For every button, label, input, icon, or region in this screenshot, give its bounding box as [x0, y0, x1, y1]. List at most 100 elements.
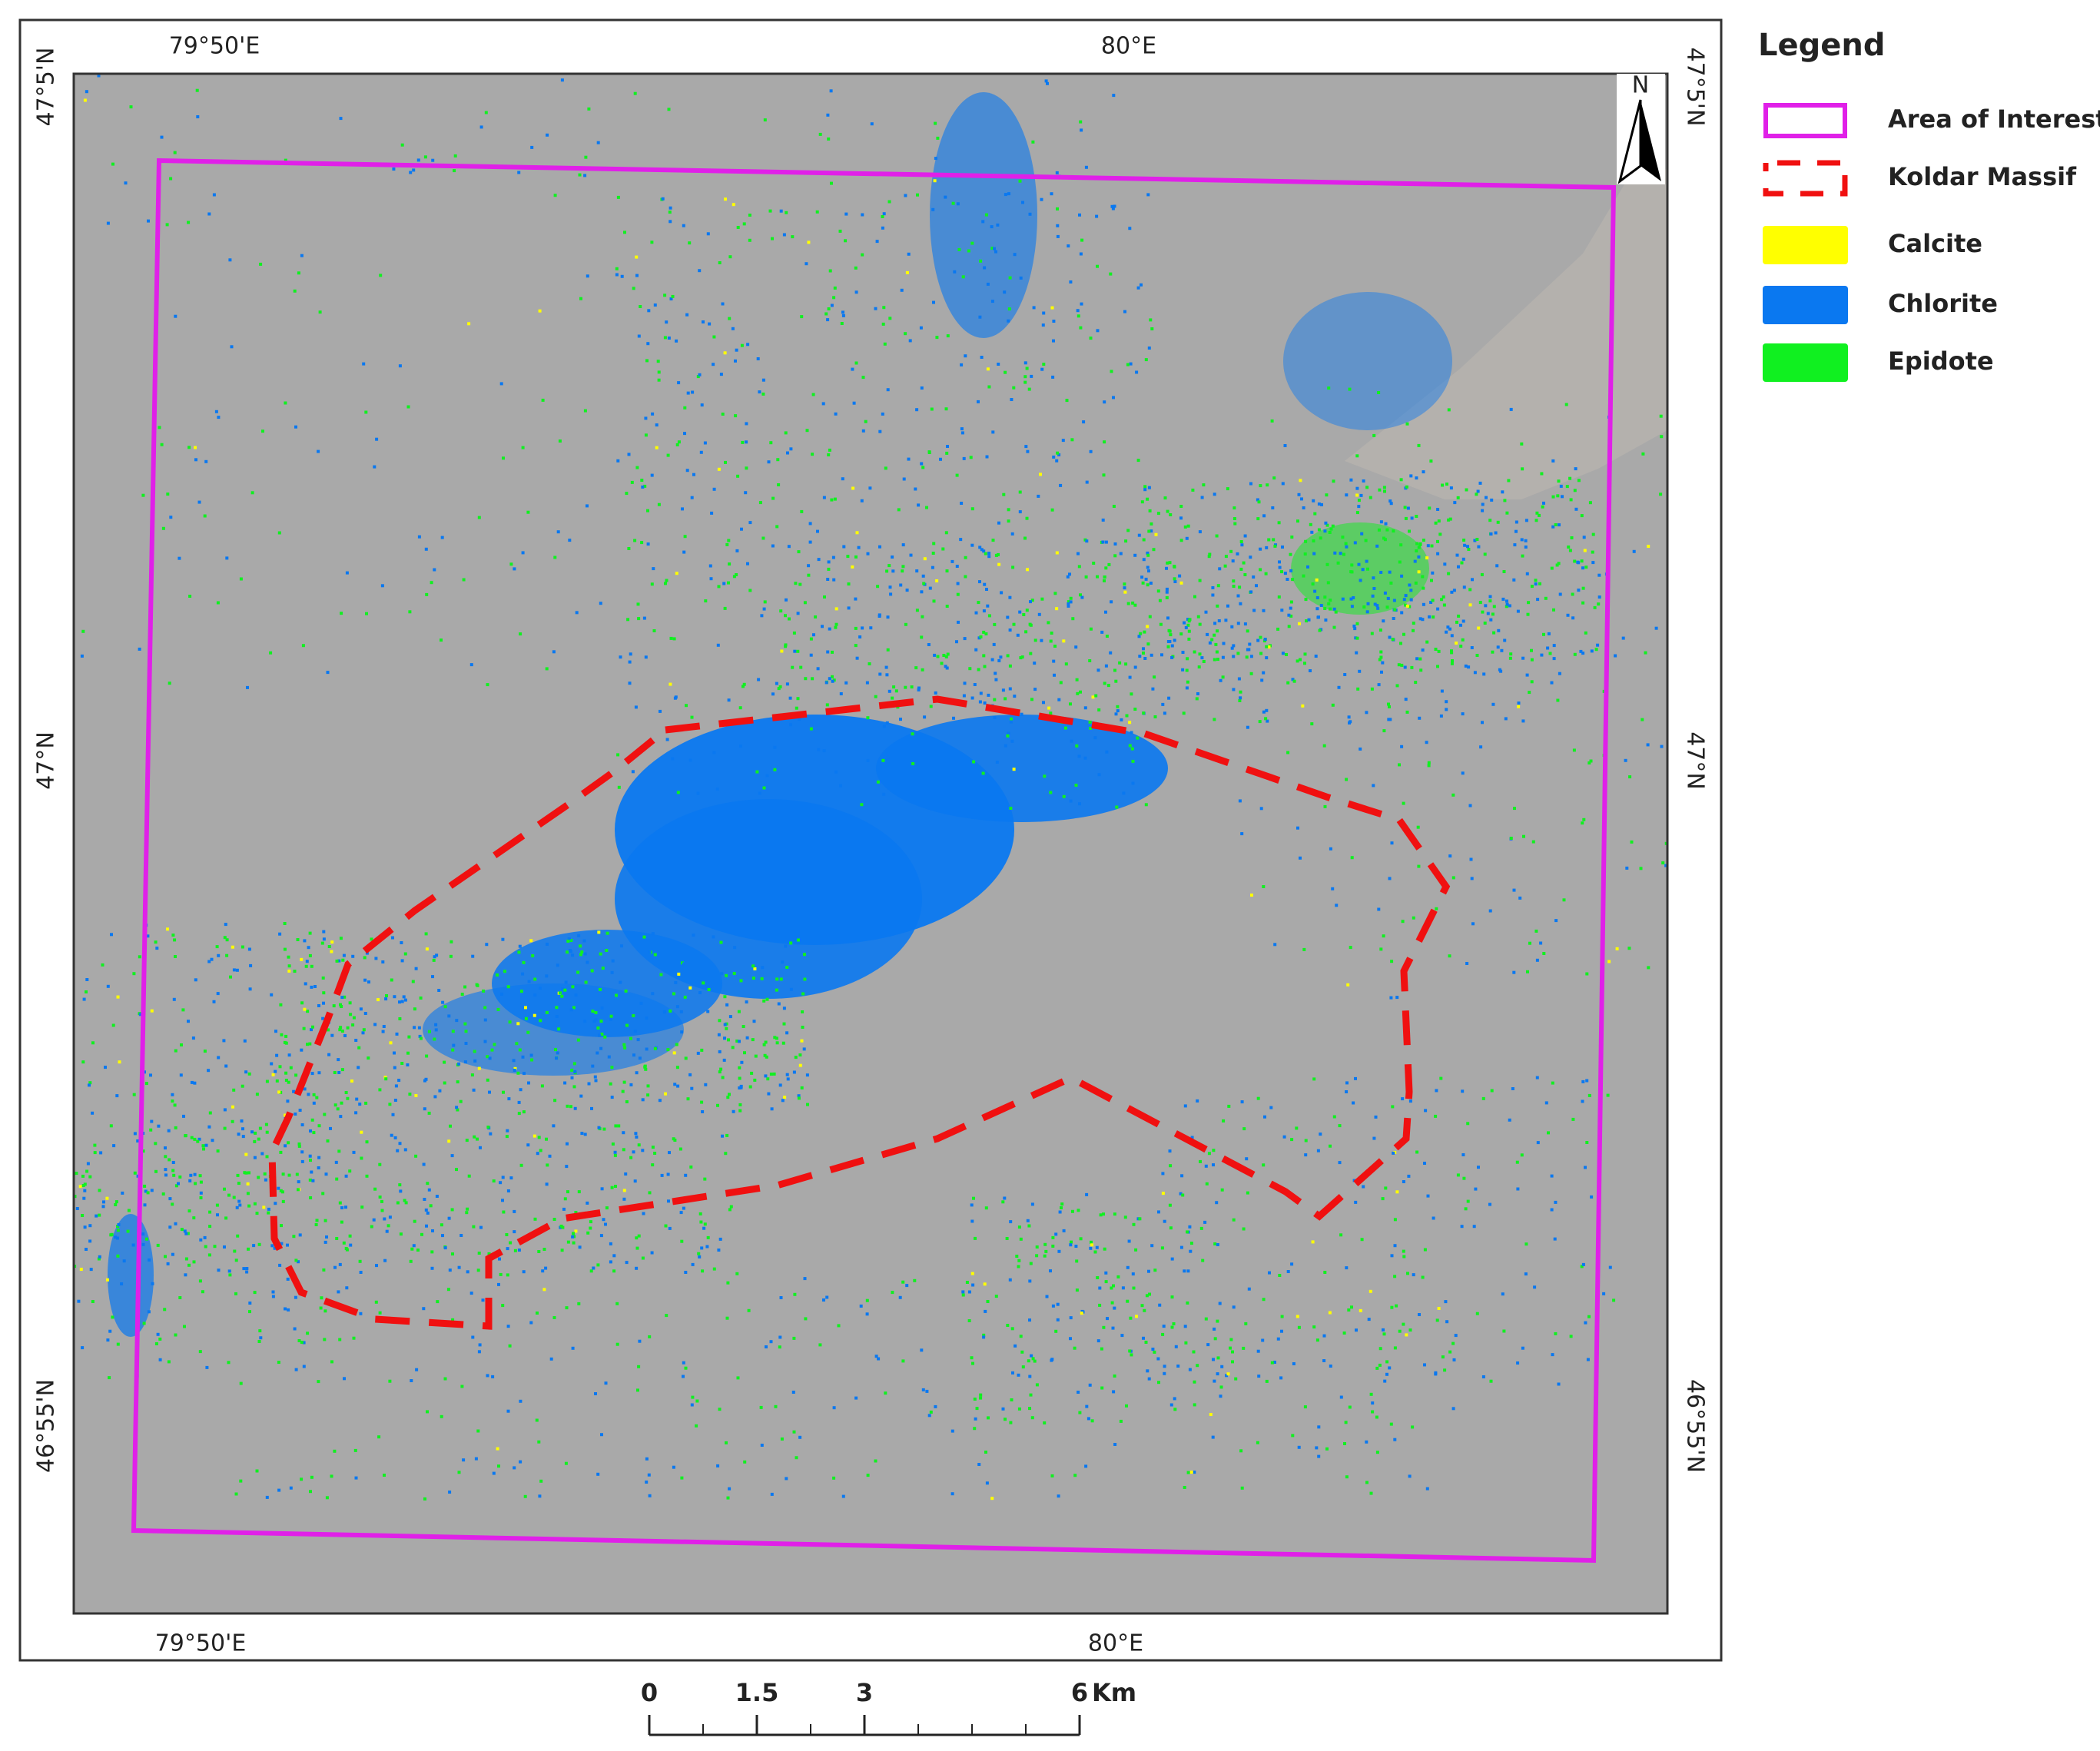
mineral-pixel — [150, 1009, 154, 1013]
mineral-pixel — [1124, 662, 1128, 666]
mineral-pixel — [712, 335, 716, 339]
mineral-pixel — [833, 286, 837, 290]
mineral-pixel — [1033, 662, 1037, 665]
mineral-pixel — [1576, 560, 1580, 564]
mineral-pixel — [118, 1060, 121, 1064]
mineral-pixel — [1355, 622, 1359, 625]
mineral-pixel — [526, 510, 530, 514]
mineral-pixel — [519, 632, 523, 636]
mineral-pixel — [1075, 744, 1079, 748]
mineral-pixel — [1405, 1333, 1408, 1337]
mineral-pixel — [579, 1094, 583, 1098]
mineral-pixel — [1443, 1368, 1447, 1372]
mineral-pixel — [1473, 671, 1477, 675]
mineral-pixel — [1140, 500, 1144, 504]
mineral-pixel — [1161, 702, 1165, 706]
mineral-pixel — [917, 503, 921, 507]
mineral-pixel — [1370, 687, 1374, 691]
mineral-pixel — [841, 477, 844, 481]
mineral-pixel — [91, 1041, 95, 1045]
mineral-pixel — [635, 255, 639, 259]
mineral-pixel — [383, 1259, 387, 1262]
mineral-pixel — [81, 1214, 85, 1217]
mineral-pixel — [1077, 314, 1080, 318]
mineral-pixel — [310, 985, 314, 989]
mineral-pixel — [537, 1250, 541, 1253]
mineral-pixel — [1357, 562, 1361, 566]
mineral-pixel — [1469, 857, 1473, 861]
mineral-pixel — [390, 978, 393, 982]
mineral-pixel — [745, 466, 748, 470]
mineral-pixel — [357, 1046, 361, 1050]
mineral-pixel — [1516, 1361, 1520, 1365]
mineral-pixel — [1267, 538, 1271, 542]
mineral-pixel — [979, 635, 983, 638]
mineral-pixel — [854, 644, 858, 648]
mineral-pixel — [365, 1174, 369, 1178]
mineral-pixel — [1223, 564, 1227, 568]
mineral-pixel — [187, 221, 191, 224]
mineral-pixel — [1125, 714, 1129, 718]
mineral-pixel — [1612, 1298, 1616, 1302]
mineral-pixel — [228, 1273, 232, 1277]
mineral-pixel — [1461, 1089, 1465, 1093]
mineral-pixel — [501, 1304, 505, 1308]
mineral-pixel — [779, 977, 783, 981]
mineral-pixel — [141, 1149, 145, 1153]
mineral-pixel — [878, 545, 881, 549]
mineral-pixel — [1429, 601, 1433, 604]
mineral-pixel — [1554, 919, 1558, 923]
mineral-pixel — [778, 685, 782, 688]
mineral-pixel — [822, 1298, 825, 1302]
mineral-pixel — [1574, 507, 1578, 511]
mineral-pixel — [636, 1038, 640, 1042]
mineral-pixel — [572, 1241, 576, 1245]
mineral-pixel — [1378, 1347, 1382, 1351]
mineral-pixel — [997, 562, 1001, 566]
mineral-pixel — [1084, 575, 1088, 579]
mineral-pixel — [859, 1304, 863, 1308]
mineral-pixel — [1026, 449, 1030, 453]
mineral-pixel — [891, 569, 895, 573]
mineral-pixel — [1112, 1284, 1115, 1288]
mineral-pixel — [1369, 1491, 1373, 1495]
mineral-pixel — [1393, 1438, 1397, 1441]
mineral-pixel — [310, 1028, 313, 1032]
mineral-pixel — [227, 1193, 231, 1197]
mineral-pixel — [287, 1053, 291, 1057]
mineral-pixel — [1147, 1377, 1151, 1381]
mineral-pixel — [263, 1172, 267, 1176]
mineral-pixel — [183, 1229, 187, 1233]
mineral-pixel — [967, 1319, 971, 1322]
mineral-pixel — [615, 273, 619, 277]
mineral-pixel — [778, 1335, 782, 1339]
mineral-pixel — [582, 939, 586, 943]
mineral-pixel — [1170, 1295, 1174, 1299]
mineral-pixel — [771, 544, 775, 548]
mineral-pixel — [384, 997, 388, 1001]
mineral-pixel — [983, 582, 987, 586]
mineral-pixel — [1143, 1308, 1146, 1312]
mineral-pixel — [658, 1099, 662, 1103]
mineral-pixel — [1166, 509, 1169, 513]
mineral-pixel — [709, 577, 713, 581]
mineral-pixel — [1267, 645, 1271, 649]
mineral-pixel — [1416, 825, 1420, 829]
mineral-pixel — [774, 1404, 778, 1408]
mineral-pixel — [689, 1165, 693, 1169]
mineral-pixel — [832, 1476, 836, 1480]
mineral-pixel — [559, 991, 562, 995]
mineral-pixel — [1090, 1419, 1094, 1423]
mineral-pixel — [625, 1100, 629, 1103]
mineral-pixel — [423, 155, 427, 159]
mineral-pixel — [751, 977, 755, 980]
mineral-pixel — [1204, 1317, 1208, 1321]
mineral-pixel — [1110, 1301, 1114, 1305]
mineral-pixel — [1285, 653, 1288, 656]
mineral-pixel — [612, 1254, 616, 1258]
mineral-pixel — [1456, 1173, 1460, 1177]
mineral-pixel — [1204, 1164, 1208, 1168]
mineral-pixel — [1077, 565, 1081, 569]
mineral-pixel — [1213, 658, 1216, 662]
mineral-pixel — [303, 1007, 307, 1011]
